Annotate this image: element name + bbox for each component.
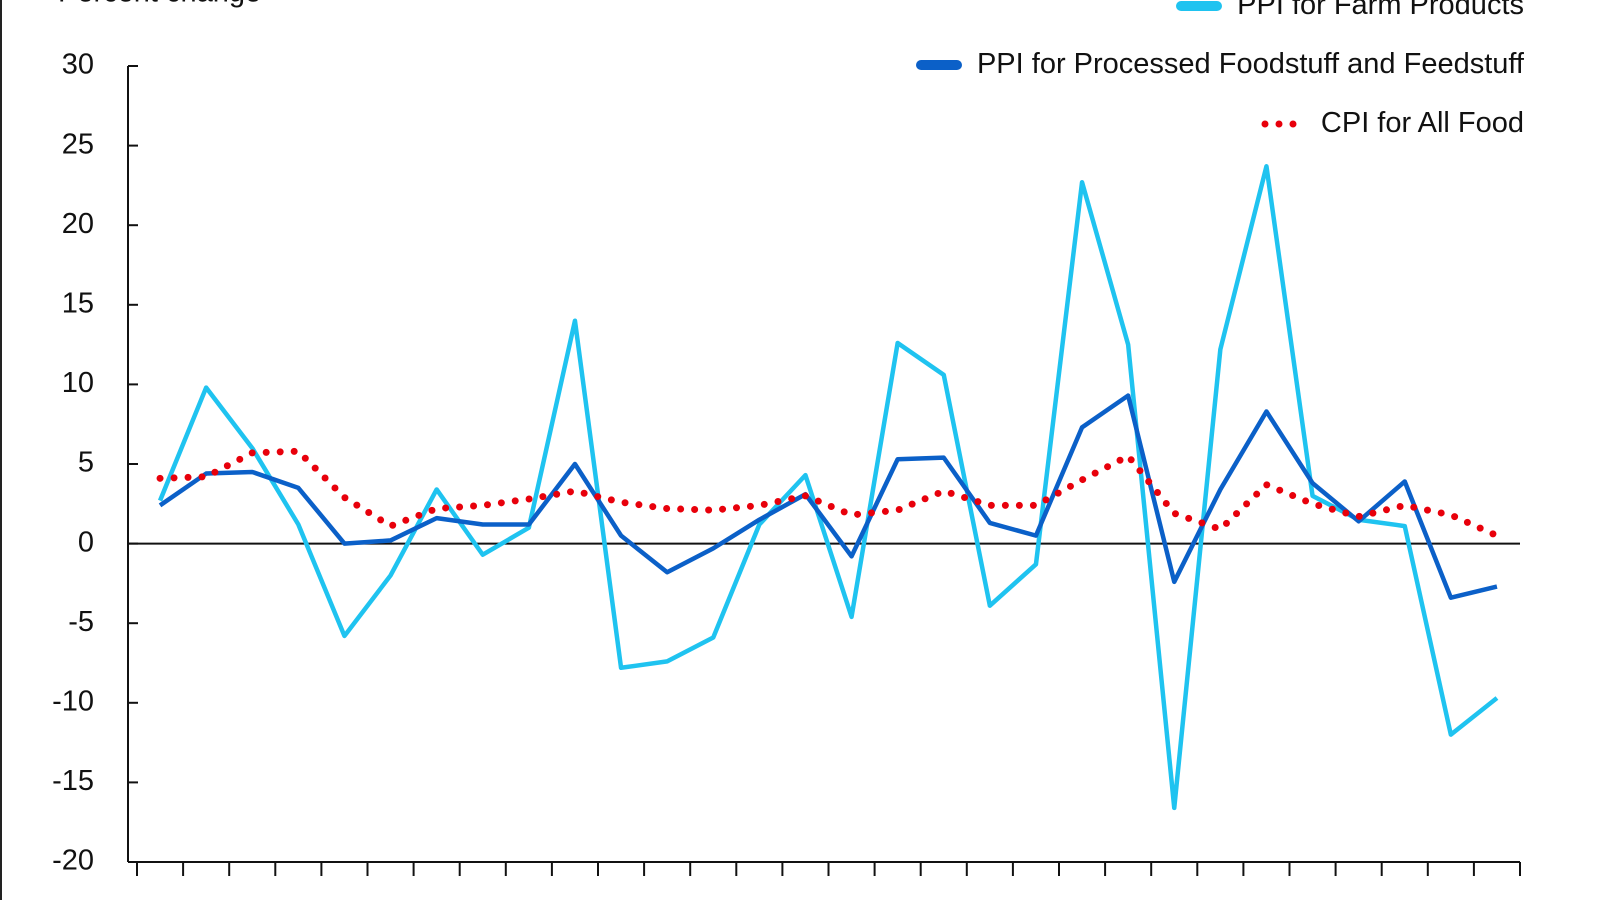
legend-swatch bbox=[1261, 120, 1305, 127]
y-tick-label: 20 bbox=[62, 208, 94, 240]
legend-item: PPI for Farm Products bbox=[1175, 0, 1524, 35]
y-tick-label: 25 bbox=[62, 128, 94, 160]
y-tick-label: -5 bbox=[68, 606, 94, 638]
legend-item: PPI for Processed Foodstuff and Feedstuf… bbox=[915, 35, 1524, 94]
y-tick-label: 15 bbox=[62, 287, 94, 319]
series-line bbox=[157, 164, 1499, 811]
y-tick-label: -15 bbox=[52, 765, 94, 797]
legend: PPI for Farm Products PPI for Processed F… bbox=[915, 0, 1524, 153]
y-tick-label: 30 bbox=[62, 49, 94, 81]
legend-item: CPI for All Food bbox=[1259, 94, 1524, 153]
legend-swatch bbox=[915, 59, 962, 70]
legend-swatch bbox=[1176, 0, 1223, 11]
legend-label: CPI for All Food bbox=[1320, 107, 1524, 139]
y-tick-label: 5 bbox=[78, 447, 94, 479]
y-tick-label: -20 bbox=[52, 845, 94, 877]
legend-label: PPI for Farm Products bbox=[1237, 0, 1524, 21]
legend-label: PPI for Processed Foodstuff and Feedstuf… bbox=[976, 48, 1524, 80]
series-line bbox=[158, 393, 1498, 600]
y-tick-label: 0 bbox=[78, 526, 94, 558]
series-line bbox=[156, 447, 1501, 540]
y-tick-label: -10 bbox=[52, 685, 94, 717]
axis-title: Percent change bbox=[58, 0, 261, 9]
y-tick-label: 10 bbox=[62, 367, 94, 399]
